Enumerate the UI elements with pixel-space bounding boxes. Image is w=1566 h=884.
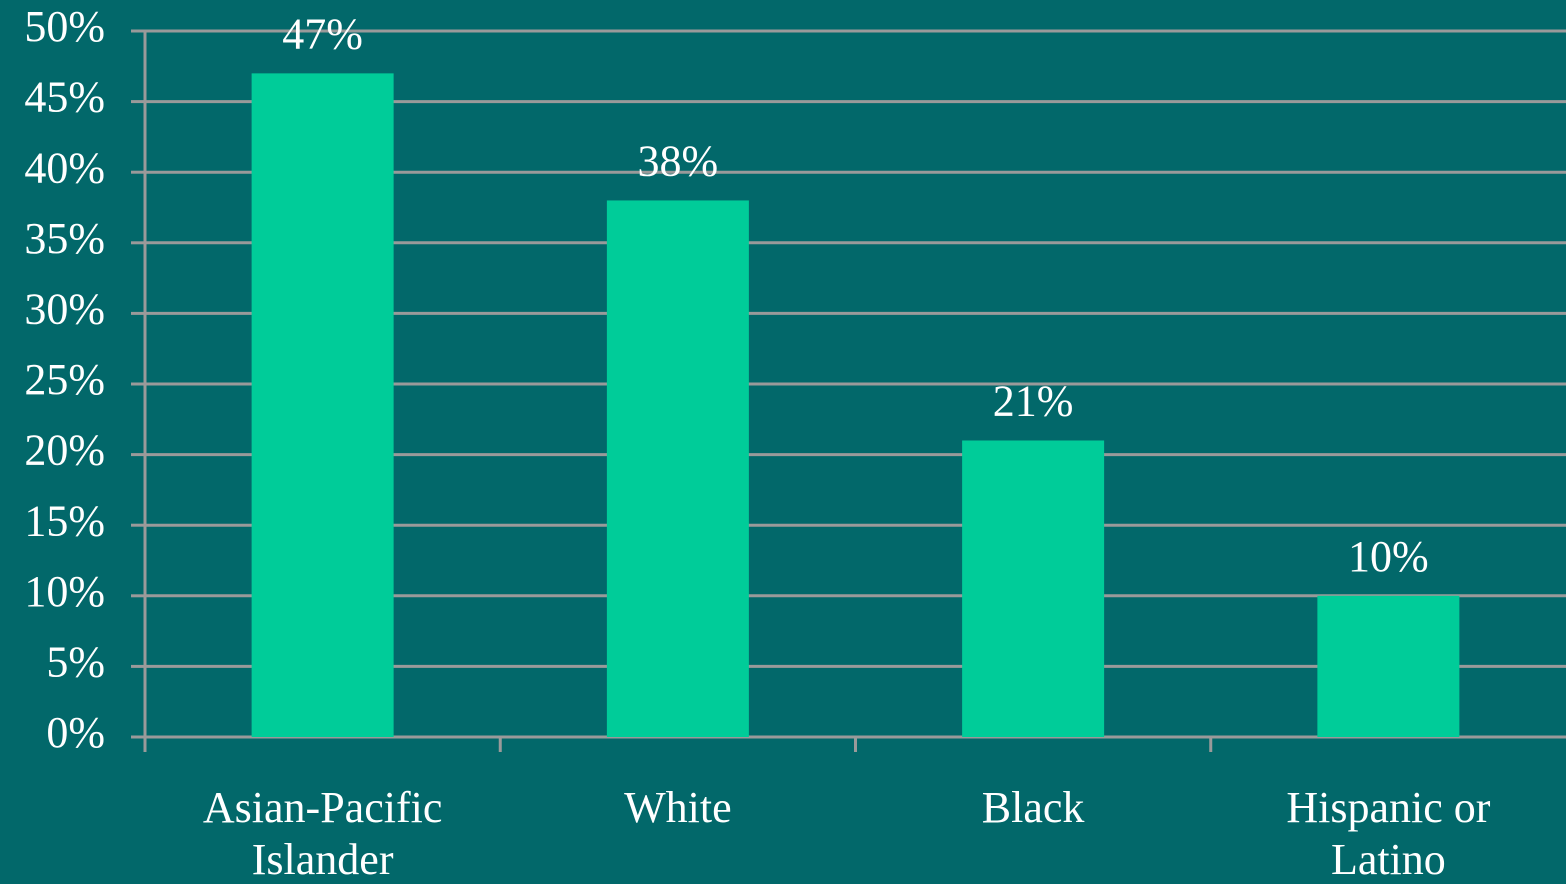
bar xyxy=(1317,595,1460,737)
y-tick-label: 10% xyxy=(24,567,105,616)
y-tick-label: 30% xyxy=(24,284,105,333)
data-label: 21% xyxy=(993,377,1074,426)
bar xyxy=(251,73,394,738)
data-label: 10% xyxy=(1348,532,1429,581)
y-tick-label: 20% xyxy=(24,426,105,475)
bar xyxy=(606,200,749,737)
x-tick-label: White xyxy=(624,783,732,832)
x-tick-label: Asian-Pacific Islander xyxy=(202,783,443,884)
y-tick-label: 0% xyxy=(46,708,105,757)
x-tick-label: Hispanic or Latino xyxy=(1286,783,1491,884)
y-tick-label: 15% xyxy=(24,496,105,545)
y-tick-label: 5% xyxy=(46,637,105,686)
y-tick-label: 40% xyxy=(24,143,105,192)
x-tick-label: Black xyxy=(981,783,1085,832)
bar xyxy=(962,440,1105,737)
y-tick-label: 35% xyxy=(24,214,105,263)
y-tick-label: 45% xyxy=(24,73,105,122)
y-tick-label: 25% xyxy=(24,355,105,404)
data-label: 47% xyxy=(282,9,363,58)
y-tick-label: 50% xyxy=(24,2,105,51)
data-label: 38% xyxy=(638,137,719,186)
